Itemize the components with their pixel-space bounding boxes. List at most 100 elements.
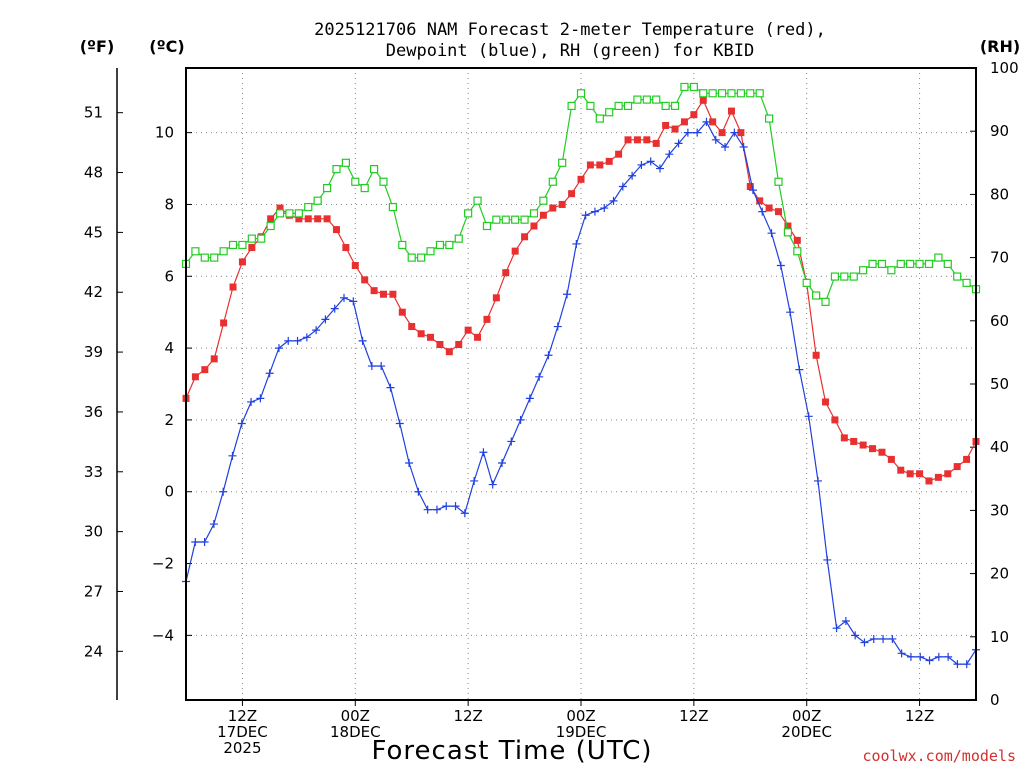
fahrenheit-tick-label: 51	[84, 104, 103, 122]
temperature-point	[436, 341, 444, 348]
temperature-point	[539, 211, 547, 219]
dewpoint-point	[377, 362, 386, 371]
relative-humidity-point	[670, 101, 680, 111]
temperature-point	[709, 118, 717, 126]
dewpoint-line	[185, 120, 977, 665]
temperature-point	[925, 477, 933, 485]
dewpoint-point	[442, 502, 451, 511]
temperature-point	[474, 333, 482, 341]
dewpoint-point	[804, 412, 813, 421]
relative-humidity-point	[755, 89, 764, 98]
temperature-point	[633, 136, 641, 144]
rh-tick-label: 50	[990, 375, 1009, 393]
fahrenheit-tick-label: 48	[84, 164, 103, 182]
relative-humidity-point	[576, 89, 586, 98]
dewpoint-point	[869, 634, 878, 643]
temperature-point	[718, 129, 726, 137]
relative-humidity-point	[840, 272, 849, 281]
dewpoint-point	[711, 135, 720, 144]
dewpoint-point	[962, 660, 971, 669]
temperature-point	[549, 204, 557, 212]
relative-humidity-point	[793, 247, 802, 256]
x-tick-label: 00Z	[341, 707, 370, 725]
dewpoint-point	[209, 520, 218, 529]
relative-humidity-point	[812, 291, 821, 300]
temperature-point	[408, 323, 416, 331]
dewpoint-point	[665, 150, 674, 159]
temperature-point	[323, 215, 331, 223]
rh-tick-label: 60	[990, 312, 1009, 330]
dewpoint-point	[888, 634, 897, 643]
temperature-point	[596, 161, 604, 169]
temperature-point	[248, 244, 256, 252]
dewpoint-point	[405, 459, 414, 467]
temperature-point	[568, 190, 576, 198]
temperature-point	[370, 287, 378, 295]
x-tick-label: 12Z	[228, 707, 257, 725]
dewpoint-point	[256, 394, 265, 403]
dewpoint-point	[349, 297, 358, 306]
rh-unit-label: (RH)	[980, 37, 1020, 56]
temperature-point	[502, 269, 510, 277]
dewpoint-point	[451, 502, 460, 511]
celsius-tick-label: 4	[164, 339, 174, 357]
relative-humidity-point	[520, 215, 529, 224]
dewpoint-point	[386, 383, 395, 392]
relative-humidity-point	[567, 101, 576, 111]
fahrenheit-tick-label: 36	[84, 403, 103, 421]
relative-humidity-point	[360, 183, 369, 193]
relative-humidity-point	[887, 266, 896, 275]
celsius-tick-label: 8	[164, 195, 174, 213]
relative-humidity-point	[464, 209, 473, 218]
dewpoint-point	[851, 631, 860, 640]
dewpoint-point	[470, 476, 479, 485]
relative-humidity-point	[642, 95, 651, 104]
celsius-tick-label: −4	[152, 626, 174, 644]
temperature-point	[963, 455, 971, 463]
dewpoint-point	[841, 617, 850, 625]
relative-humidity-point	[906, 259, 915, 269]
dewpoint-point	[916, 652, 925, 661]
celsius-tick-label: 6	[164, 267, 174, 285]
temperature-point	[690, 111, 698, 119]
relative-humidity-point	[511, 215, 520, 224]
dewpoint-point	[572, 239, 581, 248]
dewpoint-point	[395, 419, 404, 428]
dewpoint-point	[879, 634, 888, 643]
dewpoint-point	[739, 143, 748, 151]
relative-humidity-point	[482, 221, 492, 231]
data-series	[181, 82, 981, 669]
dewpoint-point	[897, 649, 906, 658]
fahrenheit-tick-label: 30	[84, 523, 103, 541]
x-tick-label: 17DEC	[217, 723, 268, 741]
temperature-point	[427, 333, 435, 341]
relative-humidity-point	[699, 89, 708, 98]
relative-humidity-point	[943, 259, 952, 269]
celsius-tick-label: 2	[164, 411, 174, 429]
dewpoint-point	[814, 476, 822, 485]
x-tick-label: 18DEC	[330, 723, 381, 741]
relative-humidity-point	[586, 101, 595, 111]
rh-tick-label: 100	[990, 59, 1019, 77]
dewpoint-point	[925, 656, 934, 665]
x-tick-label: 20DEC	[781, 723, 832, 741]
celsius-tick-label: 0	[164, 483, 174, 501]
fahrenheit-tick-label: 27	[84, 582, 103, 600]
relative-humidity-point	[934, 253, 943, 262]
temperature-point	[558, 200, 566, 208]
dewpoint-point	[340, 293, 348, 302]
relative-humidity-point	[285, 209, 294, 218]
relative-humidity-point	[605, 108, 614, 117]
fahrenheit-tick-label: 24	[84, 642, 103, 660]
relative-humidity-point	[529, 209, 539, 218]
relative-humidity-point	[275, 209, 285, 218]
relative-humidity-point	[774, 177, 783, 186]
dewpoint-point	[488, 480, 497, 489]
relative-humidity-point	[266, 221, 275, 231]
dewpoint-point	[432, 505, 441, 514]
dewpoint-point	[312, 326, 321, 335]
relative-humidity-point	[877, 259, 887, 269]
relative-humidity-point	[633, 95, 642, 104]
relative-humidity-point	[680, 82, 689, 92]
